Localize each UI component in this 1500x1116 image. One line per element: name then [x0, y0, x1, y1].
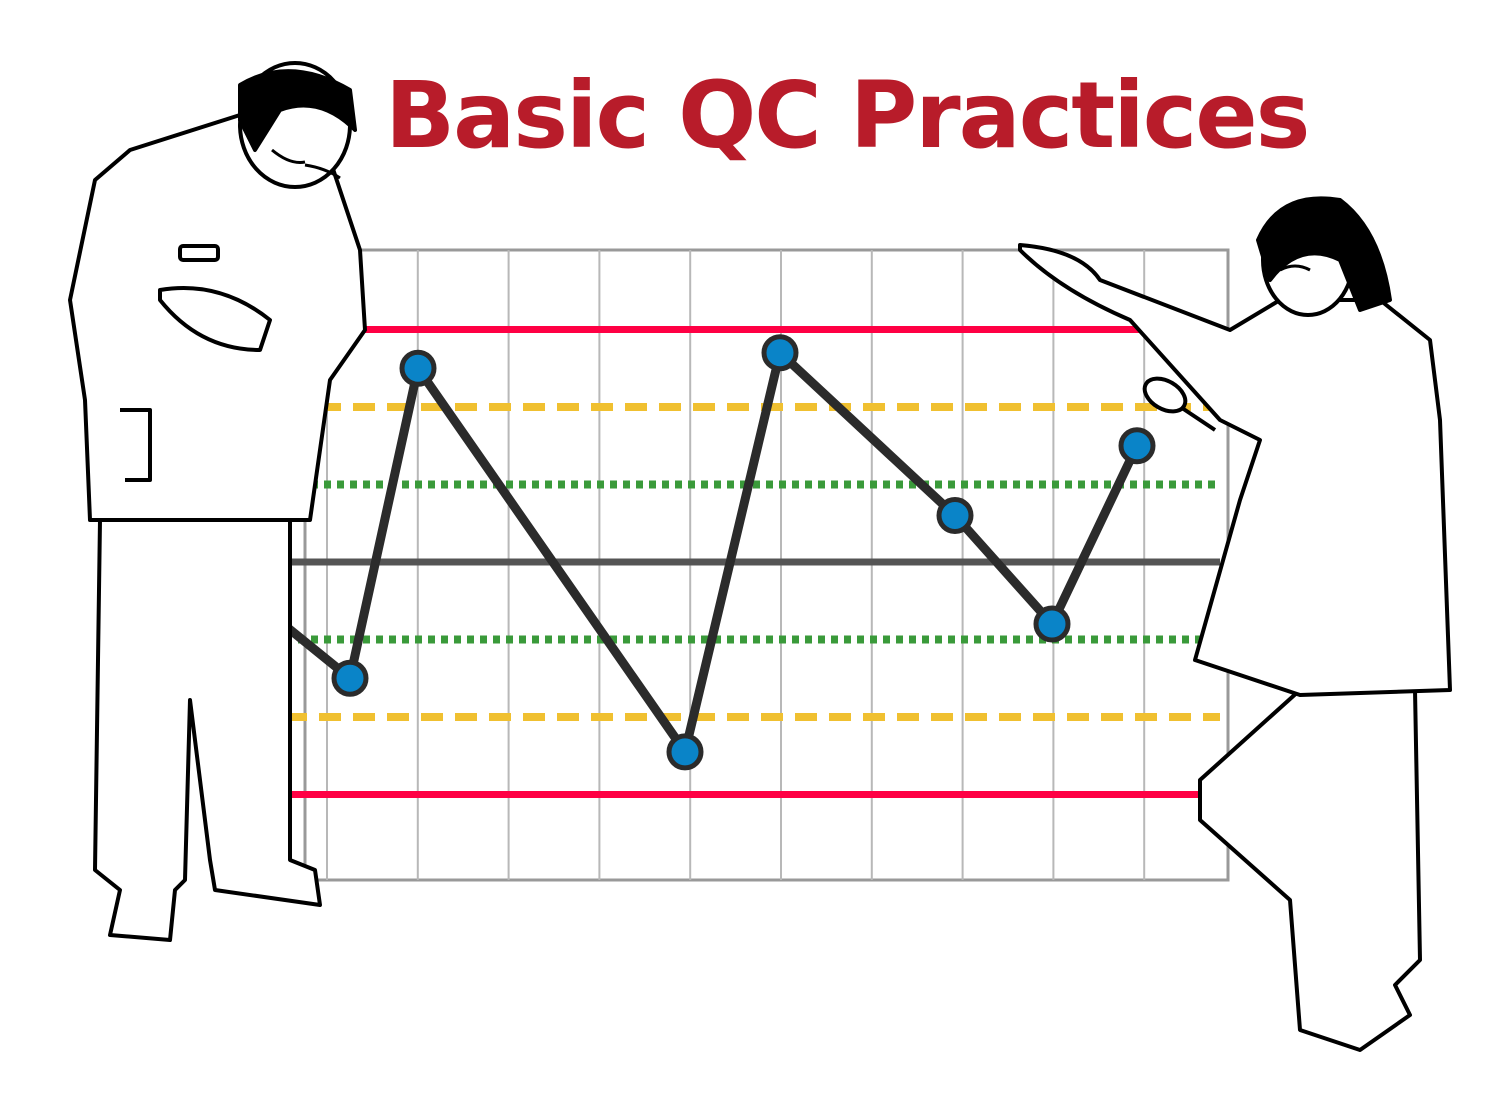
data-point: [936, 497, 974, 534]
page-title: Basic QC Practices: [385, 62, 1310, 169]
series-segment: [680, 348, 785, 757]
data-point: [331, 659, 369, 697]
qc-series: [283, 334, 1156, 771]
data-point: [761, 334, 799, 372]
series-segment: [1047, 441, 1142, 629]
data-point: [1033, 605, 1071, 643]
series-segment: [345, 363, 423, 683]
man-illustration: [68, 61, 367, 942]
series-segment: [950, 511, 1057, 629]
data-point: [666, 733, 704, 771]
woman-illustration: [1018, 196, 1452, 1052]
data-point: [1118, 427, 1156, 465]
series-segment: [413, 363, 690, 757]
series-segment: [775, 348, 960, 520]
data-point: [399, 349, 437, 387]
